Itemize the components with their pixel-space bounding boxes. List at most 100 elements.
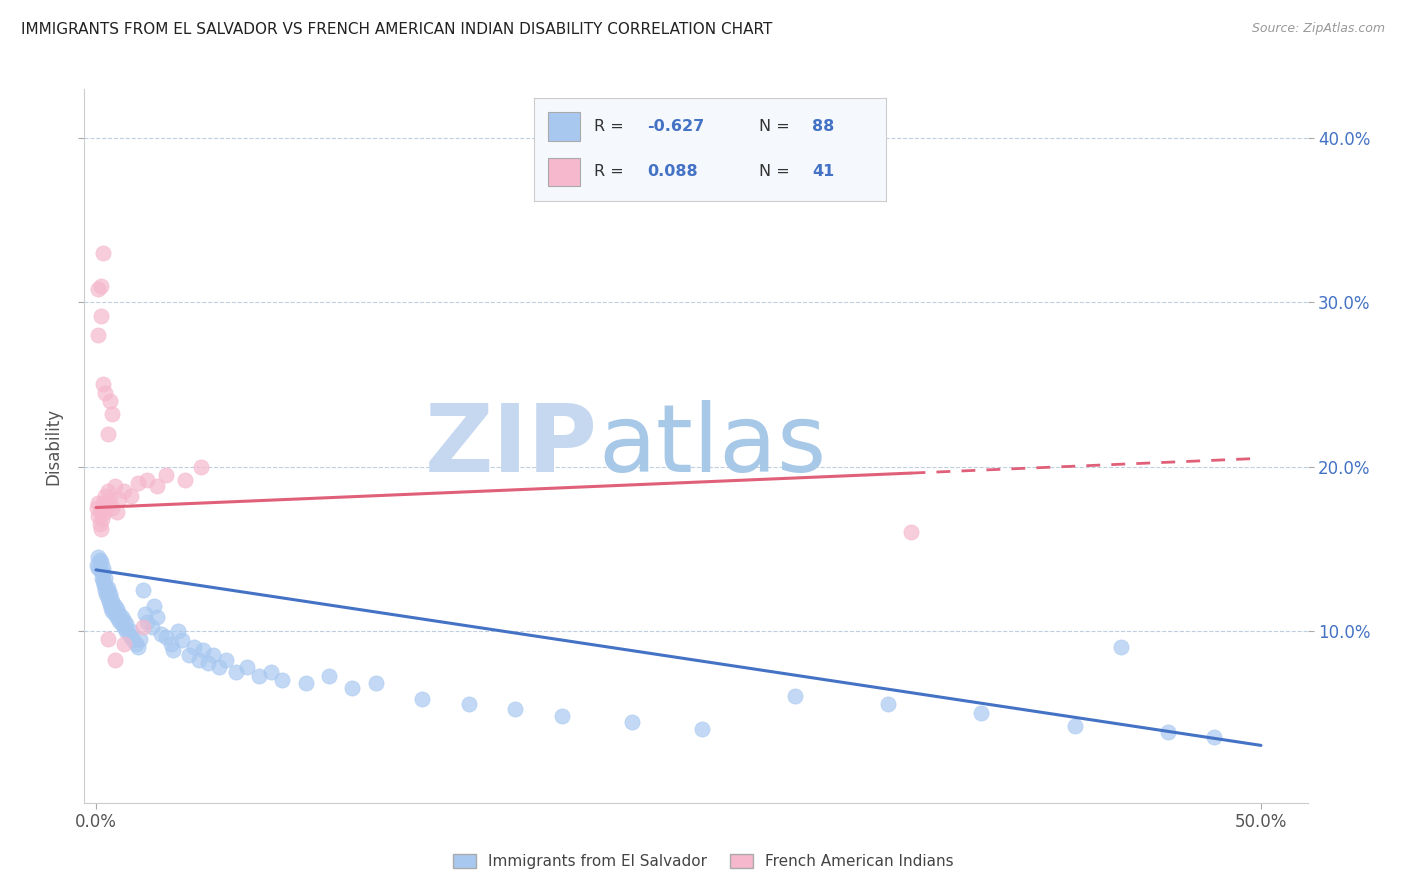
Point (141, 620, 163, 634)
Point (134, 607, 156, 622)
Point (105, 505, 128, 519)
FancyBboxPatch shape (548, 158, 581, 186)
Point (1204, 730, 1226, 744)
Point (94, 385, 117, 400)
Point (131, 620, 153, 634)
Point (294, 676, 316, 690)
Point (97, 591, 120, 605)
Point (87, 508, 110, 523)
Point (90, 522, 112, 536)
Point (150, 627, 173, 641)
Point (117, 627, 139, 641)
Point (970, 706, 993, 720)
Text: 0.088: 0.088 (647, 164, 697, 179)
Point (411, 692, 433, 706)
Point (101, 500, 124, 515)
Point (98, 587, 121, 601)
Point (91, 377, 114, 392)
Text: N =: N = (759, 164, 796, 179)
Point (100, 600, 122, 615)
Point (877, 698, 900, 712)
Point (112, 484, 135, 499)
Point (104, 479, 127, 493)
Point (97, 484, 120, 499)
Point (201, 648, 224, 662)
Point (104, 604, 127, 618)
Point (215, 653, 238, 667)
Point (111, 617, 134, 632)
Point (98, 597, 121, 611)
Text: R =: R = (593, 164, 628, 179)
Point (105, 602, 128, 616)
Point (127, 475, 149, 490)
Point (551, 709, 574, 723)
Point (105, 610, 128, 624)
Point (690, 722, 713, 736)
Point (87, 549, 110, 564)
Point (155, 630, 177, 644)
Point (98, 393, 121, 408)
Point (172, 633, 194, 648)
Point (111, 610, 134, 624)
Point (208, 659, 231, 673)
Point (87, 561, 110, 575)
Point (97, 594, 120, 608)
Point (104, 607, 127, 622)
Point (342, 681, 364, 695)
Point (97, 632, 120, 646)
Point (90, 309, 112, 323)
Point (87, 495, 110, 509)
Legend: Immigrants from El Salvador, French American Indians: Immigrants from El Salvador, French Amer… (447, 848, 959, 875)
Point (318, 669, 340, 683)
Point (127, 640, 149, 654)
Text: IMMIGRANTS FROM EL SALVADOR VS FRENCH AMERICAN INDIAN DISABILITY CORRELATION CHA: IMMIGRANTS FROM EL SALVADOR VS FRENCH AM… (21, 22, 772, 37)
Text: -0.627: -0.627 (647, 120, 704, 135)
Point (115, 624, 138, 638)
Point (98, 492, 121, 507)
Point (91, 495, 114, 509)
Point (457, 698, 479, 712)
Point (115, 617, 138, 632)
Point (94, 505, 117, 519)
Point (131, 582, 153, 597)
Point (1063, 719, 1085, 733)
Text: 41: 41 (813, 164, 834, 179)
Point (136, 615, 159, 630)
Point (1109, 640, 1132, 654)
Point (91, 561, 114, 575)
Point (97, 426, 120, 441)
Point (108, 614, 131, 628)
Point (93, 577, 115, 591)
Point (104, 599, 127, 613)
Point (173, 473, 195, 487)
Point (193, 643, 215, 657)
Point (101, 604, 124, 618)
Point (122, 633, 145, 648)
Point (97, 581, 120, 595)
Point (96, 587, 118, 601)
Point (90, 571, 112, 585)
Point (112, 637, 135, 651)
Point (136, 473, 159, 487)
Point (179, 648, 201, 662)
Point (97, 495, 120, 509)
Point (98, 591, 121, 605)
Point (190, 459, 212, 474)
Point (145, 479, 167, 493)
Point (91, 574, 114, 589)
Text: 88: 88 (813, 120, 834, 135)
Point (108, 492, 131, 507)
Point (112, 620, 135, 634)
Point (90, 565, 112, 579)
Point (247, 669, 270, 683)
Point (87, 282, 110, 296)
Text: ZIP: ZIP (425, 400, 598, 492)
Point (91, 566, 114, 581)
Text: N =: N = (759, 120, 796, 135)
Point (783, 689, 806, 703)
Point (94, 577, 117, 591)
Point (197, 657, 219, 671)
Point (89, 553, 111, 567)
Point (90, 279, 112, 293)
Point (120, 630, 142, 644)
